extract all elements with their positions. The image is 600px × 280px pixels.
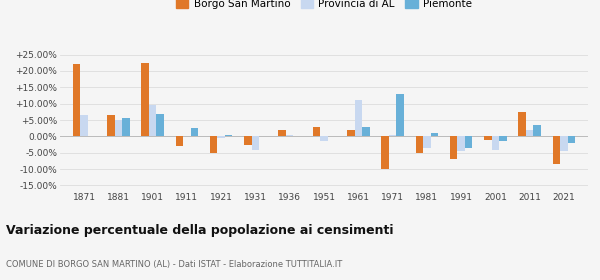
Bar [465, 136, 472, 148]
Bar [176, 136, 183, 146]
Text: COMUNE DI BORGO SAN MARTINO (AL) - Dati ISTAT - Elaborazione TUTTITALIA.IT: COMUNE DI BORGO SAN MARTINO (AL) - Dati … [6, 260, 342, 269]
Bar [457, 136, 465, 151]
Bar [526, 130, 533, 136]
Bar [73, 64, 80, 136]
Bar [225, 135, 232, 136]
Bar [278, 130, 286, 136]
Bar [217, 136, 225, 138]
Bar [107, 115, 115, 136]
Bar [560, 136, 568, 151]
Bar [355, 101, 362, 136]
Bar [115, 120, 122, 136]
Bar [450, 136, 457, 159]
Bar [491, 136, 499, 150]
Bar [533, 125, 541, 136]
Bar [423, 136, 431, 148]
Bar [80, 115, 88, 136]
Bar [141, 63, 149, 136]
Bar [149, 105, 157, 136]
Bar [320, 136, 328, 141]
Bar [397, 94, 404, 136]
Bar [191, 128, 198, 136]
Bar [210, 136, 217, 153]
Bar [431, 133, 438, 136]
Bar [157, 113, 164, 136]
Bar [389, 135, 397, 136]
Bar [568, 136, 575, 143]
Bar [286, 135, 293, 136]
Bar [484, 136, 491, 140]
Bar [122, 118, 130, 136]
Bar [518, 112, 526, 136]
Bar [553, 136, 560, 164]
Bar [251, 136, 259, 150]
Bar [416, 136, 423, 153]
Bar [347, 130, 355, 136]
Bar [362, 127, 370, 136]
Bar [499, 136, 507, 141]
Text: Variazione percentuale della popolazione ai censimenti: Variazione percentuale della popolazione… [6, 224, 394, 237]
Bar [244, 136, 251, 144]
Bar [313, 127, 320, 136]
Legend: Borgo San Martino, Provincia di AL, Piemonte: Borgo San Martino, Provincia di AL, Piem… [172, 0, 476, 13]
Bar [381, 136, 389, 169]
